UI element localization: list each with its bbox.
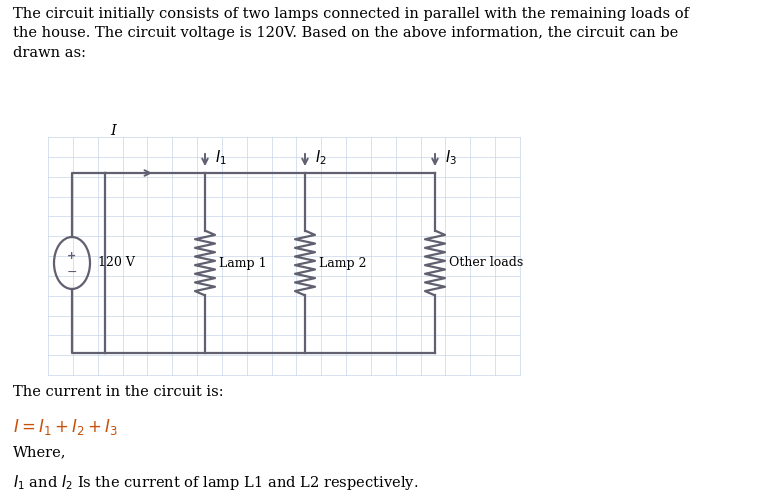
Text: +: +	[67, 251, 77, 261]
Text: Where,: Where,	[13, 445, 67, 459]
Text: Lamp 1: Lamp 1	[219, 256, 267, 269]
Text: The current in the circuit is:: The current in the circuit is:	[13, 385, 224, 399]
Text: Other loads: Other loads	[449, 256, 523, 269]
Text: $I_2$: $I_2$	[315, 148, 327, 167]
Text: $I_3$: $I_3$	[445, 148, 457, 167]
Text: $I = I_1 + I_2 + I_3$: $I = I_1 + I_2 + I_3$	[13, 417, 118, 437]
Text: −: −	[67, 265, 78, 279]
Text: $I_1$ and $I_2$ Is the current of lamp L1 and L2 respectively.: $I_1$ and $I_2$ Is the current of lamp L…	[13, 473, 418, 492]
Text: I: I	[110, 124, 116, 138]
Text: The circuit initially consists of two lamps connected in parallel with the remai: The circuit initially consists of two la…	[13, 7, 689, 60]
Text: $I_1$: $I_1$	[215, 148, 227, 167]
Text: Lamp 2: Lamp 2	[319, 256, 366, 269]
Text: 120 V: 120 V	[98, 256, 135, 269]
